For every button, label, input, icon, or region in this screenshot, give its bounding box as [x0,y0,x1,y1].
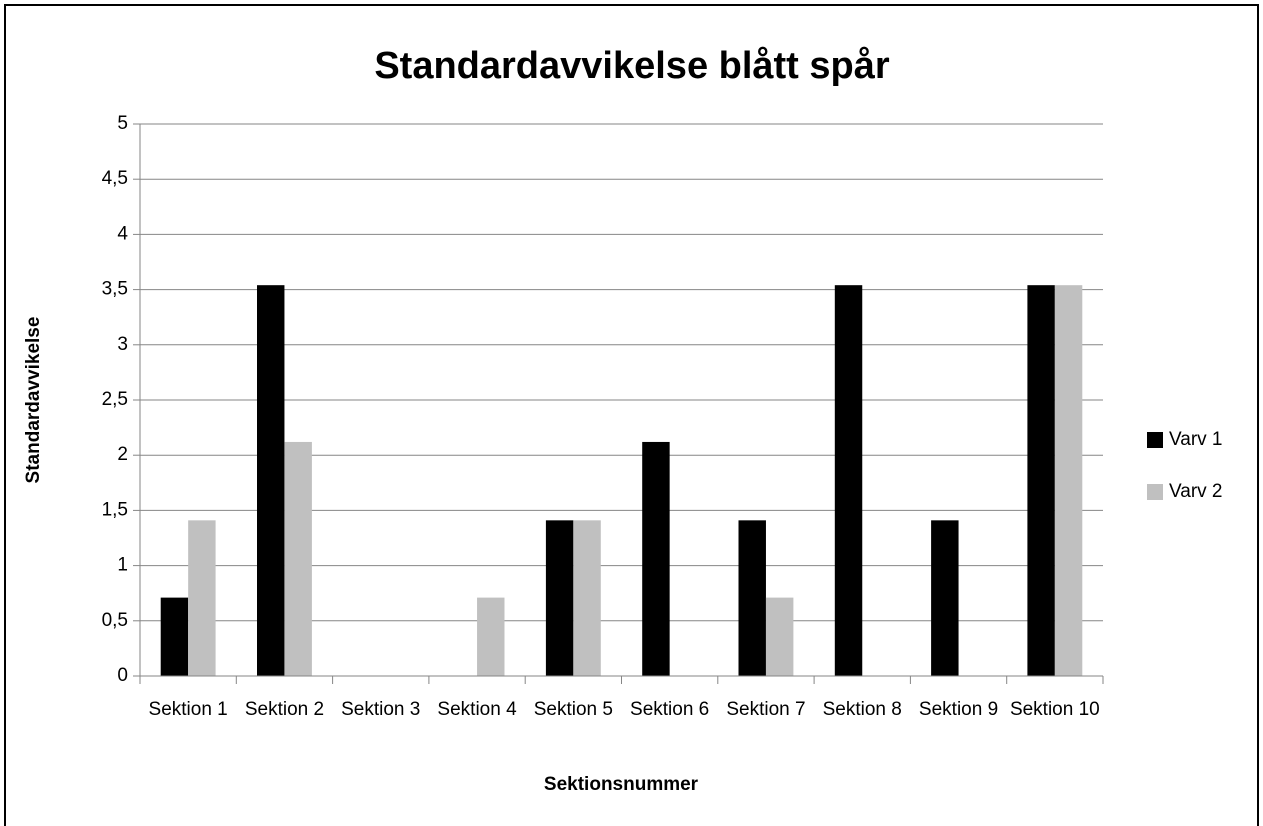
y-tick-label: 4,5 [102,168,128,189]
x-tick-label: Sektion 6 [630,699,710,720]
y-tick-label: 0 [117,665,128,686]
y-tick-label: 3,5 [102,279,128,300]
y-tick-label: 0,5 [102,610,128,631]
bar [642,441,670,676]
bar [1027,285,1055,676]
bar [738,520,766,676]
x-tick-label: Sektion 10 [1009,699,1100,720]
x-tick-label: Sektion 9 [918,699,999,720]
legend-swatch [1147,484,1163,500]
y-tick-label: 1 [117,555,128,576]
x-tick-label: Sektion 1 [148,699,228,720]
x-tick-label: Sektion 2 [244,699,325,720]
y-tick-label: 2 [117,444,128,465]
x-axis-title: Sektionsnummer [544,774,699,795]
bar [545,520,574,676]
bar [1054,285,1083,676]
bar [160,597,189,676]
x-tick-label: Sektion 5 [533,699,613,720]
x-tick-label: Sektion 4 [437,699,517,720]
bar [284,441,312,676]
y-tick-label: 3 [117,334,128,355]
y-axis-title: Standardavvikelse [23,317,44,484]
y-tick-label: 2,5 [102,389,128,410]
chart-border [4,4,1259,826]
bar [834,285,863,676]
bar [477,597,505,676]
y-tick-label: 5 [117,113,128,134]
bar [188,520,216,676]
legend-label: Varv 1 [1169,429,1223,450]
bar [573,520,601,676]
x-tick-label: Sektion 8 [822,699,902,720]
x-tick-label: Sektion 7 [726,699,806,720]
chart-title: Standardavvikelse blått spår [374,45,890,87]
legend-label: Varv 2 [1169,481,1223,502]
bar [257,285,285,676]
bar [765,597,794,676]
x-tick-label: Sektion 3 [341,699,421,720]
bar [931,520,959,676]
y-tick-label: 4 [117,223,128,244]
legend-swatch [1147,432,1163,448]
y-tick-label: 1,5 [102,499,128,520]
